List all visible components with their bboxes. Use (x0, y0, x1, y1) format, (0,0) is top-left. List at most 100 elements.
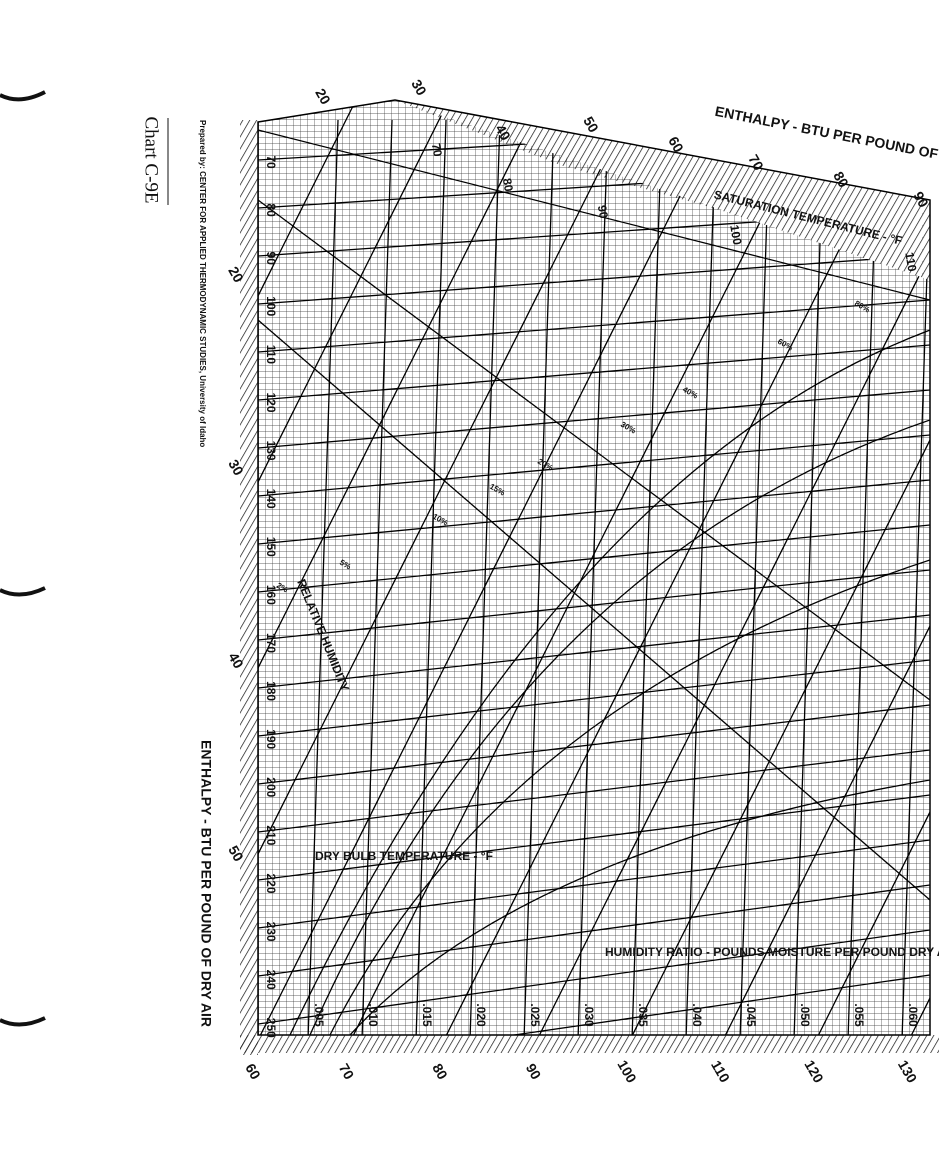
humidity-ratio-tick: .010 (366, 1003, 380, 1027)
humidity-ratio-tick: .030 (582, 1003, 596, 1027)
humidity-ratio-tick: .025 (528, 1003, 542, 1027)
enthalpy-line (258, 100, 543, 1035)
saturation-band (395, 100, 930, 280)
chart-area (0, 100, 930, 1040)
dry-bulb-tick: 180 (264, 681, 278, 701)
humidity-ratio-tick: .055 (852, 1003, 866, 1027)
humidity-ratio-line (793, 119, 825, 1035)
chart-title: Chart C-9E (141, 116, 162, 203)
humidity-ratio-tick: .045 (744, 1003, 758, 1027)
humidity-ratio-line (307, 119, 339, 1035)
dry-bulb-label: DRY BULB TEMPERATURE - °F (315, 849, 493, 863)
dry-bulb-tick: 80 (264, 203, 278, 217)
enthalpy-line (258, 100, 636, 1035)
enthalpy-line (258, 100, 729, 1035)
enthalpy-top-tick: 70 (745, 152, 767, 174)
dry-bulb-tick: 190 (264, 729, 278, 749)
enthalpy-bottom-tick: 80 (429, 1061, 451, 1083)
dry-bulb-tick: 110 (264, 345, 278, 365)
prepared-by: Prepared by: CENTER FOR APPLIED THERMODY… (198, 120, 207, 447)
enthalpy-bottom-tick: 120 (801, 1057, 827, 1085)
enthalpy-top-tick: 50 (580, 114, 602, 136)
enthalpy-line (258, 100, 357, 1035)
enthalpy-bottom-tick: 100 (614, 1057, 640, 1085)
relative-humidity-curve (329, 559, 930, 1035)
saturation-tick: 80 (500, 177, 516, 193)
enthalpy-line (629, 100, 930, 1035)
dry-bulb-line (258, 434, 930, 497)
humidity-ratio-line (847, 119, 879, 1035)
bottom-scale-hatch (240, 1035, 939, 1053)
humidity-ratio-line (685, 119, 717, 1035)
dry-bulb-line (258, 794, 930, 881)
enthalpy-line (443, 100, 915, 1035)
binder-hole (0, 586, 46, 597)
dry-bulb-tick: 100 (264, 296, 278, 316)
dry-bulb-line (258, 974, 930, 1035)
enthalpy-top-tick: 80 (830, 169, 852, 191)
enthalpy-left-tick: 50 (225, 843, 247, 865)
enthalpy-top-tick: 40 (492, 122, 514, 144)
enthalpy-top-tick: 60 (665, 134, 687, 156)
humidity-ratio-line (469, 119, 501, 1035)
humidity-ratio-line (577, 119, 609, 1035)
enthalpy-line (0, 100, 170, 1040)
dry-bulb-tick: 160 (264, 585, 278, 605)
enthalpy-line (722, 100, 930, 1035)
enthalpy-bottom-tick: 60 (242, 1061, 264, 1083)
dry-bulb-tick: 90 (264, 252, 278, 266)
enthalpy-top-tick: 20 (312, 86, 334, 108)
enthalpy-left-tick: 40 (225, 650, 247, 672)
dry-bulb-line (258, 479, 930, 545)
relative-humidity-curve (309, 419, 930, 1035)
humidity-ratio-line (631, 119, 663, 1035)
enthalpy-side-label: ENTHALPY - BTU PER POUND OF DRY AIR (198, 740, 214, 1027)
enthalpy-top-tick: 90 (910, 189, 932, 211)
humidity-ratio-line (739, 119, 771, 1035)
chart-lines (0, 100, 930, 1040)
relative-humidity-curve (349, 779, 930, 1035)
saturation-tick: 70 (429, 142, 445, 158)
dry-bulb-line (258, 614, 930, 689)
humidity-ratio-tick: .015 (420, 1003, 434, 1027)
dry-bulb-line (258, 749, 930, 833)
saturation-tick: 100 (727, 224, 744, 246)
humidity-ratio-tick: .005 (312, 1003, 326, 1027)
enthalpy-top-tick: 30 (408, 77, 430, 99)
humidity-ratio-tick: .050 (798, 1003, 812, 1027)
wet-bulb-line (258, 199, 930, 701)
dry-bulb-tick: 140 (264, 489, 278, 509)
wet-bulb-line (258, 129, 930, 301)
enthalpy-line (258, 100, 450, 1035)
dry-bulb-tick: 70 (264, 155, 278, 169)
left-scale-hatch (240, 120, 258, 1055)
humidity-ratio-line (415, 119, 447, 1035)
wet-bulb-line (258, 319, 930, 901)
dry-bulb-tick: 150 (264, 537, 278, 557)
relative-humidity-curve (289, 329, 930, 1035)
dry-bulb-tick: 200 (264, 777, 278, 797)
enthalpy-top-label: ENTHALPY - BTU PER POUND OF (714, 103, 939, 162)
saturation-tick: 90 (595, 204, 611, 220)
dry-bulb-tick: 240 (264, 970, 278, 990)
enthalpy-left-tick: 30 (225, 457, 247, 479)
dry-bulb-line (258, 704, 930, 785)
dry-bulb-tick: 170 (264, 633, 278, 653)
dry-bulb-tick: 220 (264, 873, 278, 893)
enthalpy-line (258, 100, 264, 1035)
enthalpy-bottom-tick: 110 (708, 1058, 733, 1086)
saturation-tick: 110 (902, 251, 919, 273)
dry-bulb-tick: 130 (264, 441, 278, 461)
binder-hole (0, 90, 46, 102)
dry-bulb-tick: 250 (264, 1018, 278, 1038)
humidity-ratio-tick: .060 (906, 1003, 920, 1027)
enthalpy-left-tick: 20 (225, 264, 247, 286)
enthalpy-bottom-tick: 70 (336, 1061, 358, 1083)
dry-bulb-line (258, 389, 930, 449)
humidity-ratio-tick: .040 (690, 1003, 704, 1027)
binder-hole (0, 1016, 46, 1027)
dry-bulb-line (258, 254, 930, 305)
